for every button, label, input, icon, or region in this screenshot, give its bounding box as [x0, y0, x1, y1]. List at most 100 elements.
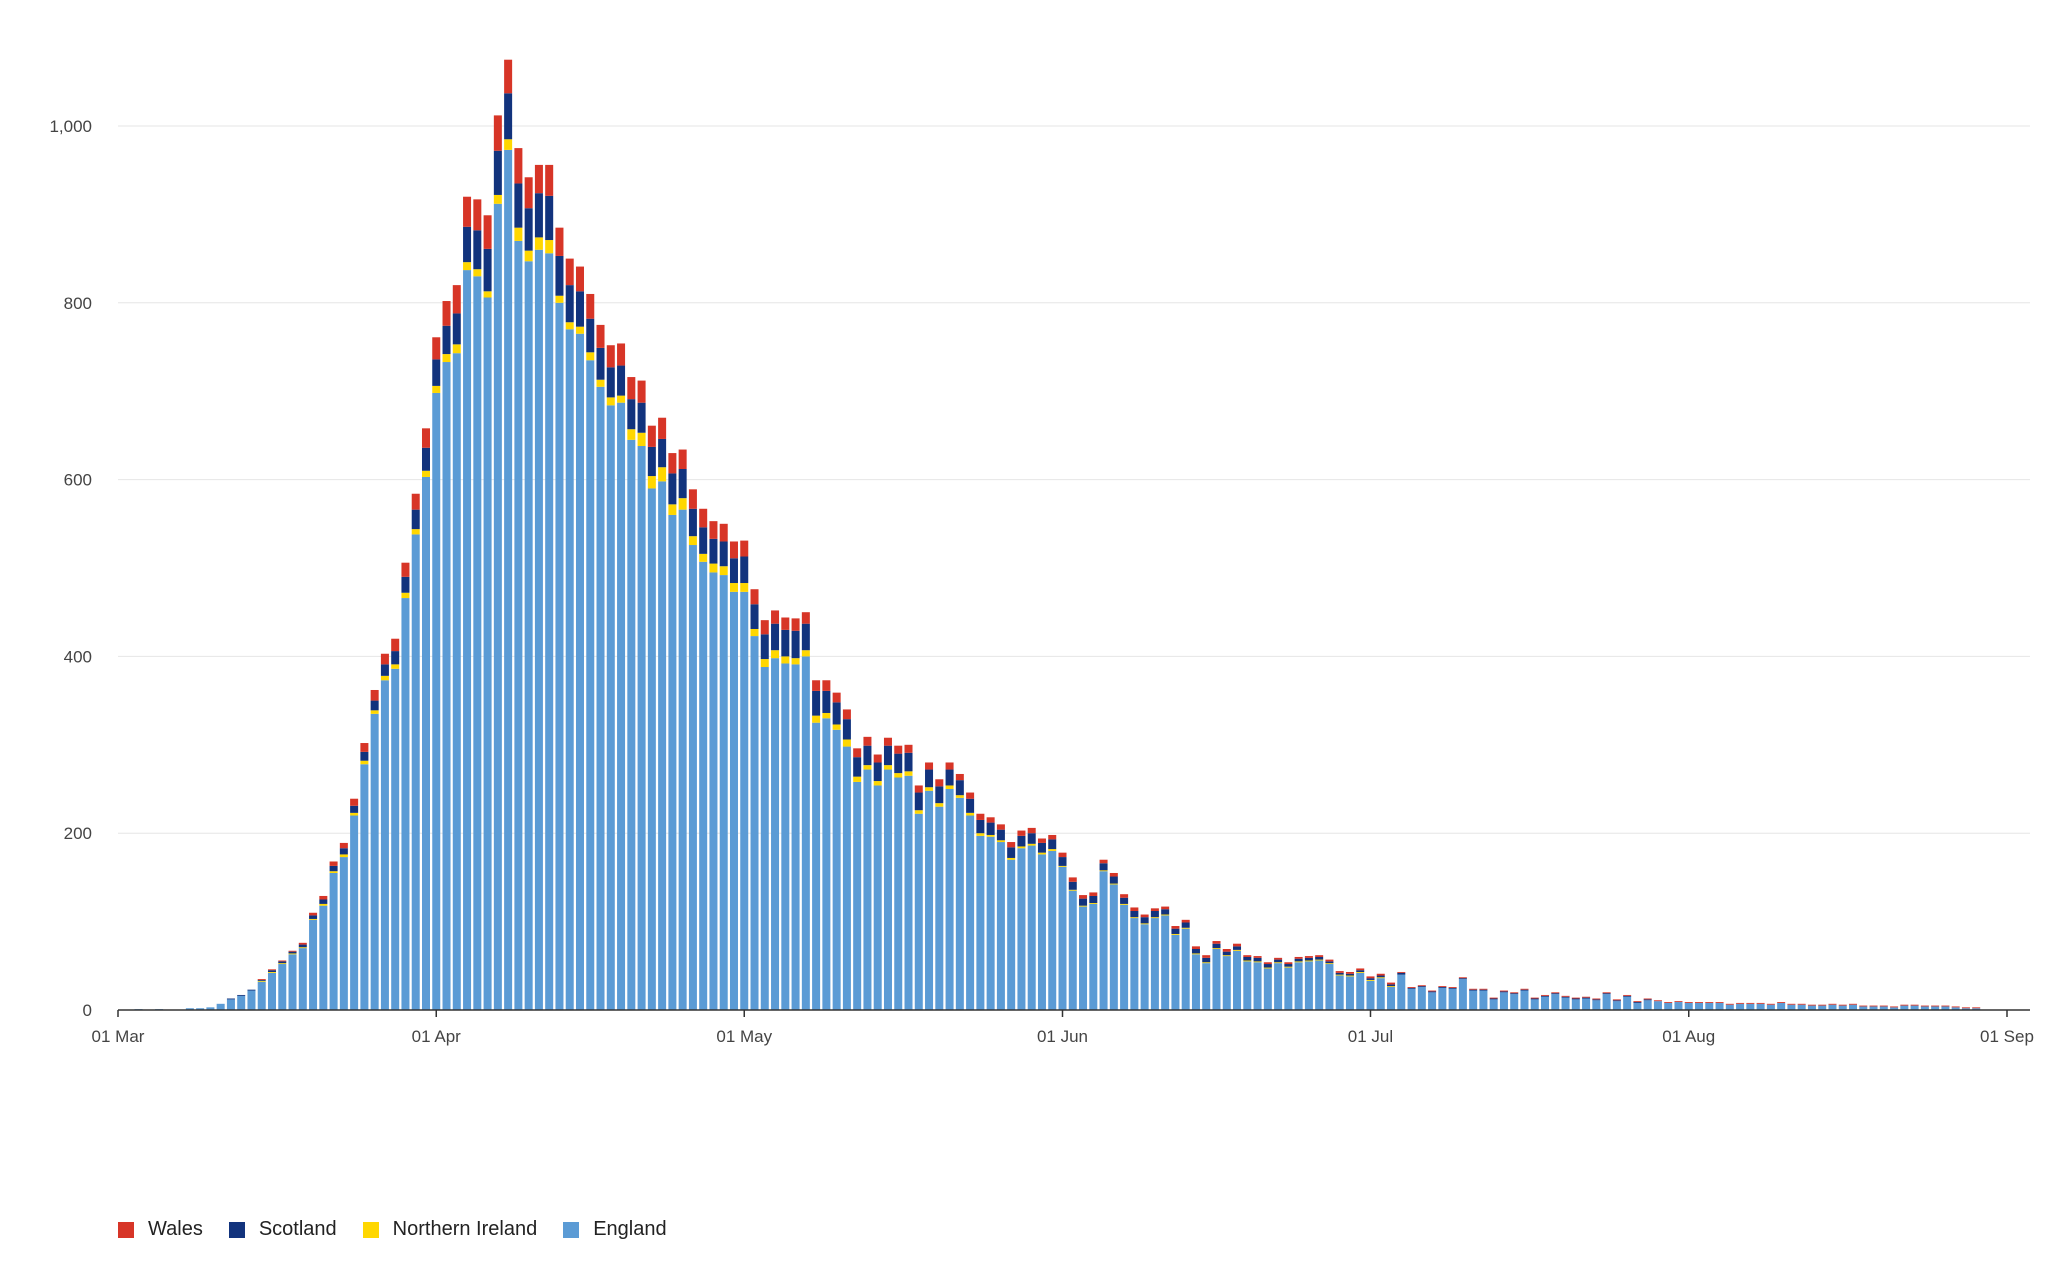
- bar-scotland: [873, 762, 882, 782]
- bar-england: [1951, 1007, 1960, 1010]
- bar-england: [627, 439, 636, 1010]
- bar-wales: [1161, 906, 1170, 910]
- legend-label-wales: Wales: [148, 1218, 203, 1240]
- bar-wales: [1807, 1004, 1816, 1006]
- bar-scotland: [832, 702, 841, 725]
- bar-wales: [904, 744, 913, 753]
- bar-scotland: [1438, 987, 1447, 988]
- bar-england: [729, 591, 738, 1010]
- bar-scotland: [1397, 972, 1406, 975]
- bar-england: [719, 575, 728, 1010]
- bar-england: [996, 842, 1005, 1010]
- bar-wales: [1571, 997, 1580, 999]
- bar-wales: [1448, 987, 1457, 988]
- bar-england: [206, 1007, 215, 1010]
- bar-northern-ireland: [1345, 975, 1354, 977]
- bar-northern-ireland: [699, 553, 708, 562]
- legend-item-england[interactable]: England: [563, 1218, 667, 1241]
- bar-northern-ireland: [842, 739, 851, 747]
- bar-scotland: [658, 438, 667, 468]
- bar-wales: [483, 215, 492, 249]
- bar-england: [832, 729, 841, 1010]
- bar-wales: [1397, 971, 1406, 973]
- bar-england: [514, 240, 523, 1011]
- bar-scotland: [853, 757, 862, 777]
- bar-scotland: [1417, 986, 1426, 988]
- y-tick-label: 600: [64, 471, 92, 490]
- bar-scotland: [267, 970, 276, 972]
- bar-wales: [1592, 998, 1601, 1000]
- bar-england: [1335, 975, 1344, 1010]
- bar-wales: [1274, 957, 1283, 960]
- bar-england: [586, 360, 595, 1010]
- bar-northern-ireland: [1171, 933, 1180, 935]
- bar-scotland: [401, 576, 410, 593]
- bar-scotland: [545, 195, 554, 241]
- bar-england: [1705, 1002, 1714, 1010]
- bar-wales: [617, 343, 626, 366]
- bar-wales: [534, 164, 543, 194]
- bar-northern-ireland: [1366, 979, 1375, 981]
- bar-wales: [935, 779, 944, 787]
- bar-england: [781, 663, 790, 1010]
- bar-wales: [278, 960, 287, 962]
- bar-scotland: [842, 719, 851, 740]
- bar-wales: [1664, 1002, 1673, 1003]
- bar-england: [401, 598, 410, 1010]
- legend-item-scotland[interactable]: Scotland: [228, 1218, 337, 1241]
- bar-scotland: [298, 944, 307, 948]
- bar-wales: [1212, 941, 1221, 944]
- bar-northern-ireland: [1058, 865, 1067, 867]
- bar-scotland: [760, 634, 769, 660]
- bar-northern-ireland: [298, 947, 307, 949]
- bar-england: [1243, 961, 1252, 1010]
- legend-item-wales[interactable]: Wales: [118, 1218, 203, 1241]
- bar-wales: [1284, 962, 1293, 965]
- bar-scotland: [380, 664, 389, 676]
- bar-england: [1828, 1004, 1837, 1010]
- bar-wales: [1068, 877, 1077, 882]
- bar-england: [555, 302, 564, 1010]
- bar-england: [709, 572, 718, 1010]
- bar-northern-ireland: [935, 803, 944, 807]
- bar-scotland: [329, 865, 338, 872]
- bar-scotland: [483, 248, 492, 292]
- bar-northern-ireland: [555, 295, 564, 303]
- x-axis-tick-labels: 01 Mar 01 Apr 01 May 01 Jun 01 Jul 01 Aug 01 S…: [92, 1027, 2034, 1046]
- bar-northern-ireland: [986, 834, 995, 837]
- bar-england: [1048, 850, 1057, 1010]
- bar-wales: [1797, 1003, 1806, 1005]
- bar-northern-ireland: [524, 250, 533, 262]
- bar-england: [1499, 992, 1508, 1010]
- bar-england: [1510, 994, 1519, 1010]
- bar-wales: [1202, 955, 1211, 958]
- bar-wales: [986, 817, 995, 823]
- bar-wales: [380, 653, 389, 665]
- bar-wales: [1479, 988, 1488, 990]
- legend-item-northern-ireland[interactable]: Northern Ireland: [362, 1218, 537, 1241]
- bar-scotland: [709, 538, 718, 564]
- bar-northern-ireland: [760, 659, 769, 668]
- bar-wales: [1910, 1004, 1919, 1006]
- bar-wales: [658, 417, 667, 439]
- bar-northern-ireland: [832, 724, 841, 730]
- bar-northern-ireland: [504, 139, 513, 150]
- bar-wales: [545, 164, 554, 196]
- bar-scotland: [370, 700, 379, 711]
- bar-england: [894, 777, 903, 1010]
- bar-england: [1099, 871, 1108, 1010]
- bar-scotland: [668, 473, 677, 505]
- bar-northern-ireland: [1274, 962, 1283, 964]
- bar-scotland: [1181, 922, 1190, 928]
- bar-northern-ireland: [873, 781, 882, 786]
- bar-northern-ireland: [309, 918, 318, 920]
- bar-northern-ireland: [1304, 960, 1313, 962]
- bar-scotland: [1068, 881, 1077, 890]
- bar-england: [257, 981, 266, 1010]
- bar-wales: [1766, 1003, 1775, 1005]
- bar-wales: [1417, 985, 1426, 987]
- bar-england: [1058, 866, 1067, 1010]
- bar-england: [1900, 1005, 1909, 1010]
- bar-scotland: [514, 183, 523, 228]
- bar-scotland: [627, 399, 636, 430]
